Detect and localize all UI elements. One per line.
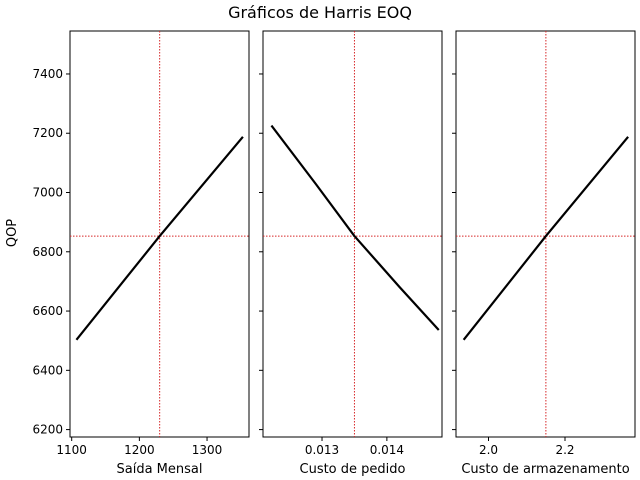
x-tick-label: 2.0 [479, 443, 498, 457]
x-axis-label: Custo de armazenamento [461, 462, 629, 477]
y-tick-label: 6200 [32, 423, 63, 437]
y-tick-label: 6400 [32, 363, 63, 377]
chart-title: Gráficos de Harris EOQ [228, 3, 412, 22]
y-tick-label: 7200 [32, 126, 63, 140]
x-tick-label: 1100 [56, 443, 87, 457]
panel-3: 2.0 2.2 Custo de armazenamento [452, 30, 636, 477]
x-axis-label: Saída Mensal [117, 462, 203, 477]
y-tick-label: 6800 [32, 245, 63, 259]
panel-1: 6200 6400 6600 6800 7000 7200 7400 1100 1200 1300… [32, 30, 250, 477]
x-axis-label: Custo de pedido [300, 462, 406, 477]
panel-2: 0.013 0.014 Custo de pedido [259, 30, 443, 477]
x-tick-label: 0.013 [305, 443, 339, 457]
y-tick-label: 7000 [32, 186, 63, 200]
y-axis-label: QOP [5, 219, 20, 247]
x-tick-label: 1300 [192, 443, 223, 457]
y-tick-label: 7400 [32, 67, 63, 81]
series-line [75, 136, 244, 341]
y-tick-label: 6600 [32, 304, 63, 318]
x-tick-label: 1200 [124, 443, 155, 457]
chart-panels: 6200 6400 6600 6800 7000 7200 7400 1100 1200 1300… [32, 30, 636, 477]
series-line [462, 136, 629, 341]
x-tick-label: 0.014 [370, 443, 404, 457]
series-line [270, 124, 440, 331]
x-tick-label: 2.2 [555, 443, 574, 457]
plot-frame [262, 30, 443, 438]
